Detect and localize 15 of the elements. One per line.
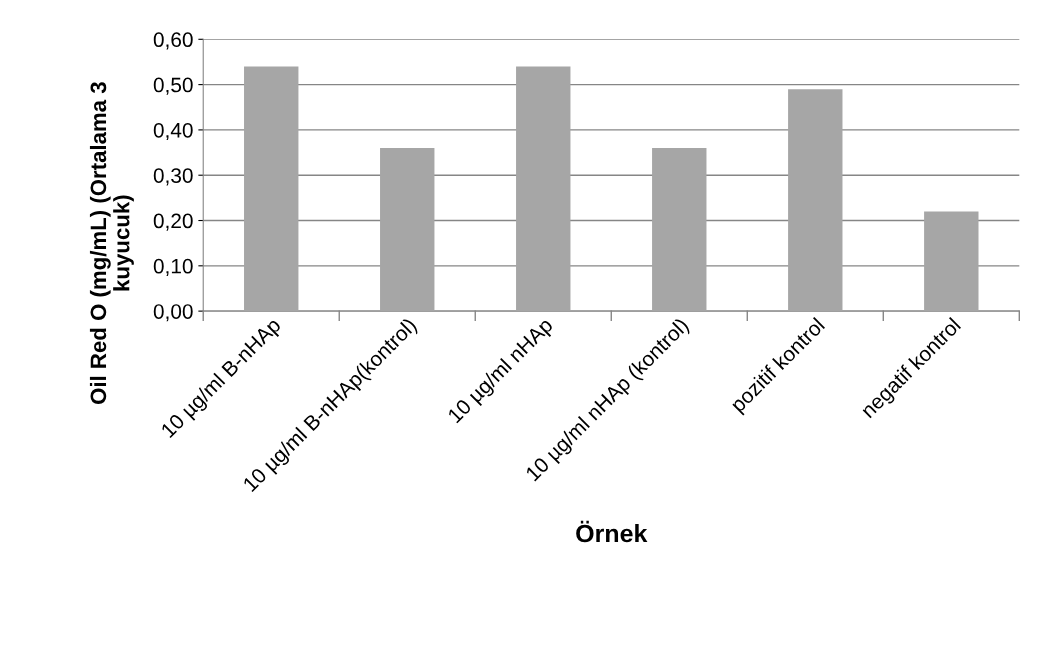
y-tick-label: 0,50 bbox=[153, 77, 193, 95]
y-tick-label: 0,00 bbox=[153, 304, 193, 322]
bar bbox=[652, 148, 707, 312]
y-tick-label: 0,30 bbox=[153, 168, 193, 186]
bar bbox=[244, 66, 299, 312]
y-tick-label: 0,10 bbox=[153, 258, 193, 277]
bar bbox=[924, 211, 979, 312]
y-tick-label: 0,40 bbox=[153, 122, 193, 141]
y-tick-label: 0,20 bbox=[153, 213, 193, 231]
bar bbox=[380, 148, 435, 312]
bar bbox=[516, 66, 571, 312]
bar bbox=[788, 89, 843, 312]
x-axis-title: Örnek bbox=[576, 520, 648, 543]
y-axis-title: Oil Red O (mg/mL) (Ortalama 3 kuyucuk) bbox=[89, 82, 134, 405]
y-tick-label: 0,60 bbox=[153, 32, 193, 50]
